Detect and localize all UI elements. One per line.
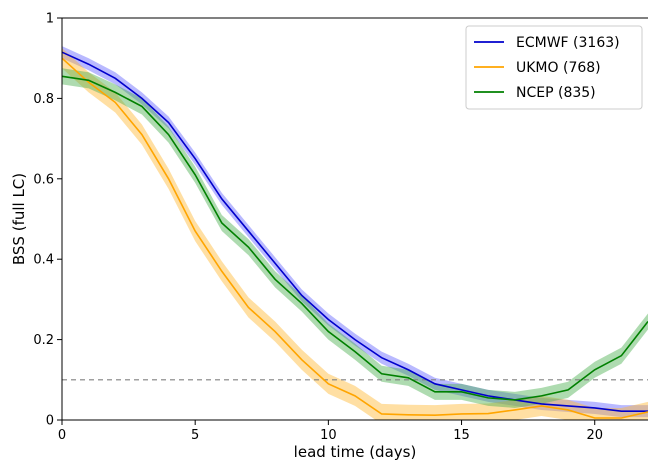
y-tick-label: 0.4: [33, 253, 54, 268]
x-tick-label: 0: [58, 428, 66, 443]
x-tick-label: 5: [191, 428, 199, 443]
band-ncep: [62, 68, 648, 408]
line-ncep: [62, 75, 648, 401]
x-tick-label: 15: [453, 428, 470, 443]
y-axis-label: BSS (full LC): [10, 173, 28, 265]
y-tick-label: 0.2: [33, 333, 54, 348]
legend-label-ecmwf: ECMWF (3163): [516, 35, 620, 51]
legend-box: [465, 25, 643, 110]
y-tick-label: 0.6: [33, 172, 54, 187]
series-lines: [62, 51, 648, 419]
y-tick-label: 0.8: [33, 92, 54, 107]
legend-items: ECMWF (3163) UKMO (768) NCEP (835): [474, 35, 620, 101]
x-axis-label: lead time (days): [294, 443, 417, 460]
axes: [61, 17, 648, 421]
legend: ECMWF (3163) UKMO (768) NCEP (835): [465, 25, 643, 110]
tick-labels: 0 5 10 15 20 0 0.2 0.4 0.6 0.8 1: [33, 12, 603, 444]
x-tick-label: 10: [320, 428, 337, 443]
line-ecmwf: [62, 51, 648, 412]
legend-label-ukmo: UKMO (768): [516, 60, 601, 76]
y-tick-label: 1: [46, 12, 54, 27]
legend-label-ncep: NCEP (835): [516, 85, 596, 101]
x-tick-label: 20: [586, 428, 603, 443]
y-tick-label: 0: [46, 414, 54, 429]
tick-marks: [57, 17, 596, 425]
line-ukmo: [62, 57, 648, 419]
